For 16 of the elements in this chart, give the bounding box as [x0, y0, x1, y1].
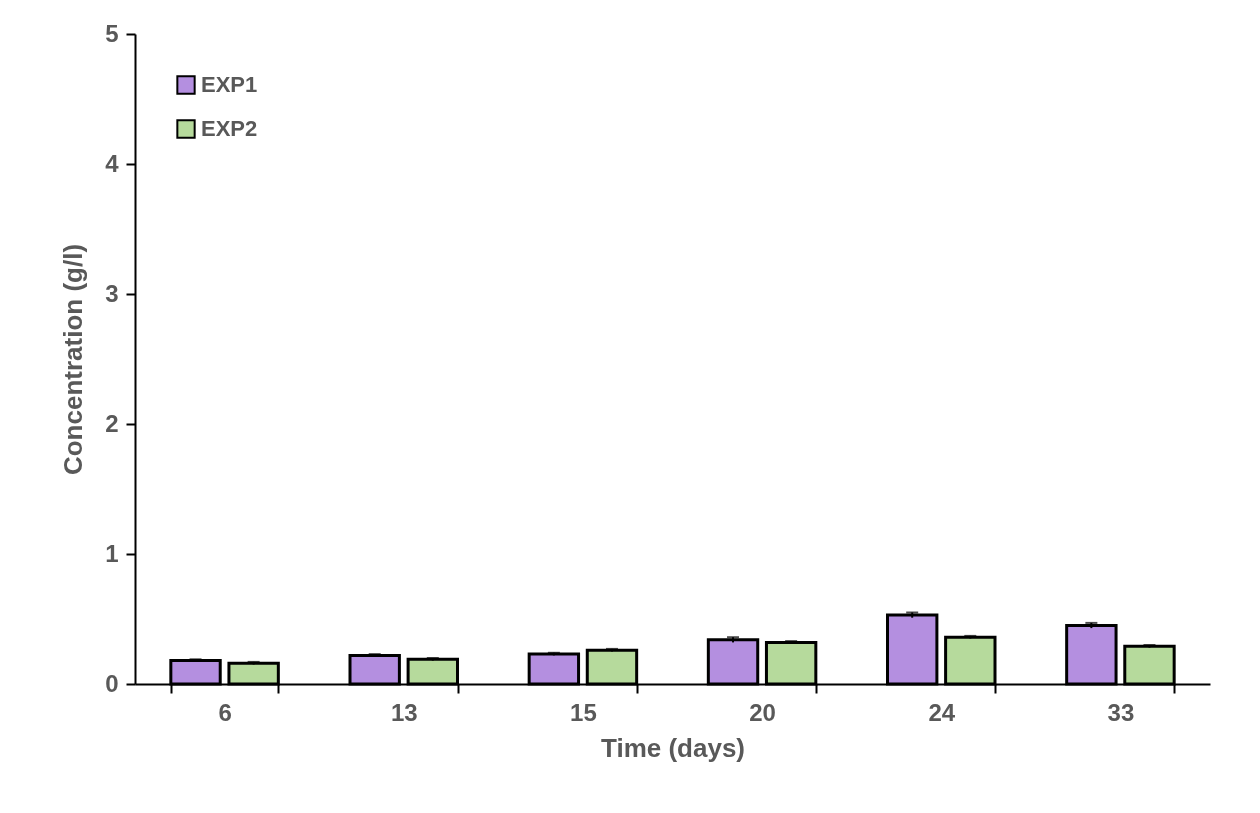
x-tick-label: 24	[928, 698, 956, 726]
x-tick-label: 6	[218, 698, 232, 726]
y-tick-label: 2	[105, 409, 119, 437]
x-tick-label: 20	[749, 698, 776, 726]
legend-label: EXP2	[201, 116, 258, 141]
y-tick-label: 0	[105, 669, 119, 697]
y-tick-label: 1	[105, 539, 119, 567]
x-tick-label: 13	[390, 698, 418, 726]
y-tick-label: 5	[105, 19, 119, 47]
x-tick-label: 15	[570, 698, 597, 726]
y-axis-title: Concentration (g/l)	[58, 243, 89, 476]
y-tick-label: 3	[105, 279, 119, 307]
x-tick-label: 33	[1107, 698, 1135, 726]
y-tick-label: 4	[105, 149, 120, 177]
x-axis-title: Time (days)	[600, 732, 746, 763]
legend-label: EXP1	[201, 72, 258, 97]
